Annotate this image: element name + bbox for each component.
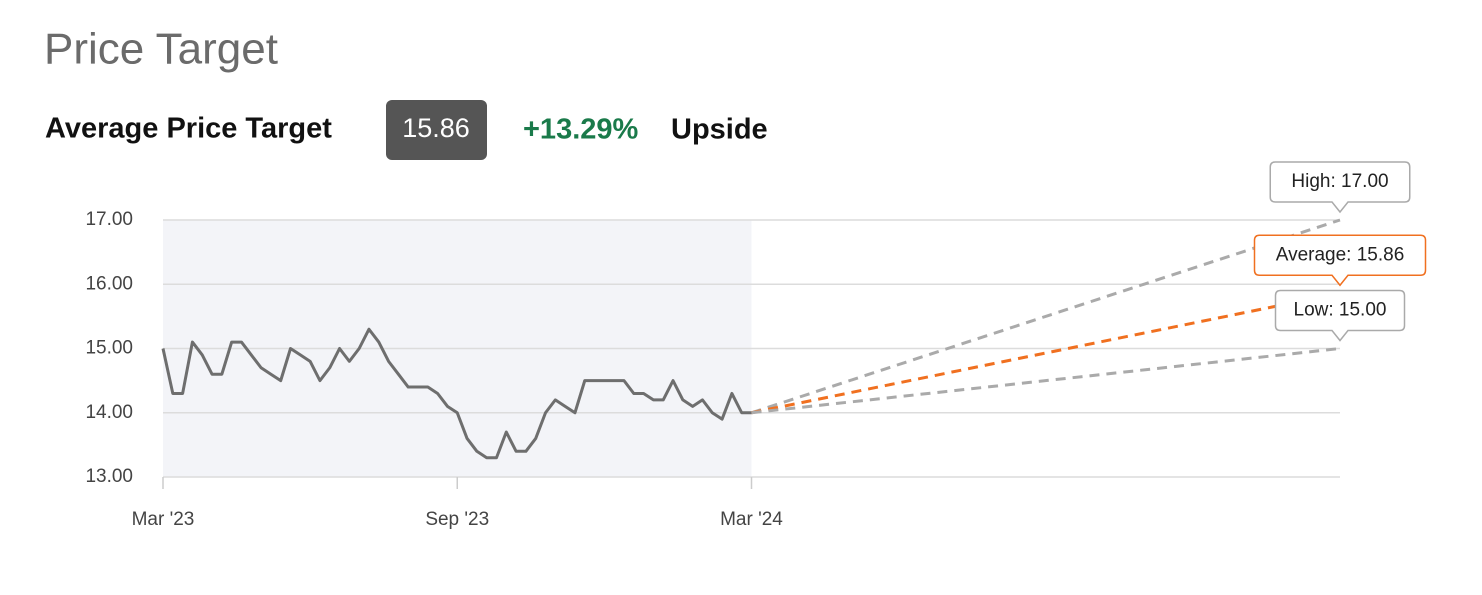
badge <box>386 100 487 160</box>
callout <box>1253 234 1427 287</box>
x-tick-label: Mar '24 <box>720 509 783 530</box>
badge-text: 15.86 <box>402 113 470 143</box>
upside-label: Upside <box>671 114 768 146</box>
callout-label: High: 17.00 <box>1291 171 1388 192</box>
target-line <box>751 291 1341 415</box>
x-tick-label: Sep '23 <box>425 509 489 530</box>
summary-label: Average Price Target <box>45 113 332 145</box>
page-title: Price Target <box>44 25 278 74</box>
y-tick-label: 17.00 <box>85 209 133 230</box>
target-line <box>751 218 1341 415</box>
target-line <box>751 347 1341 415</box>
y-tick-label: 13.00 <box>85 466 133 487</box>
y-tick-label: 15.00 <box>85 338 133 359</box>
y-tick-label: 14.00 <box>85 402 133 423</box>
callout-label: Average: 15.86 <box>1276 244 1405 265</box>
callout <box>1269 161 1411 214</box>
callout <box>1274 289 1406 342</box>
y-tick-label: 16.00 <box>85 273 133 294</box>
price-line <box>161 327 752 460</box>
upside: +13.29% <box>523 114 639 146</box>
x-tick-label: Mar '23 <box>132 509 195 530</box>
callout-label: Low: 15.00 <box>1294 300 1387 321</box>
